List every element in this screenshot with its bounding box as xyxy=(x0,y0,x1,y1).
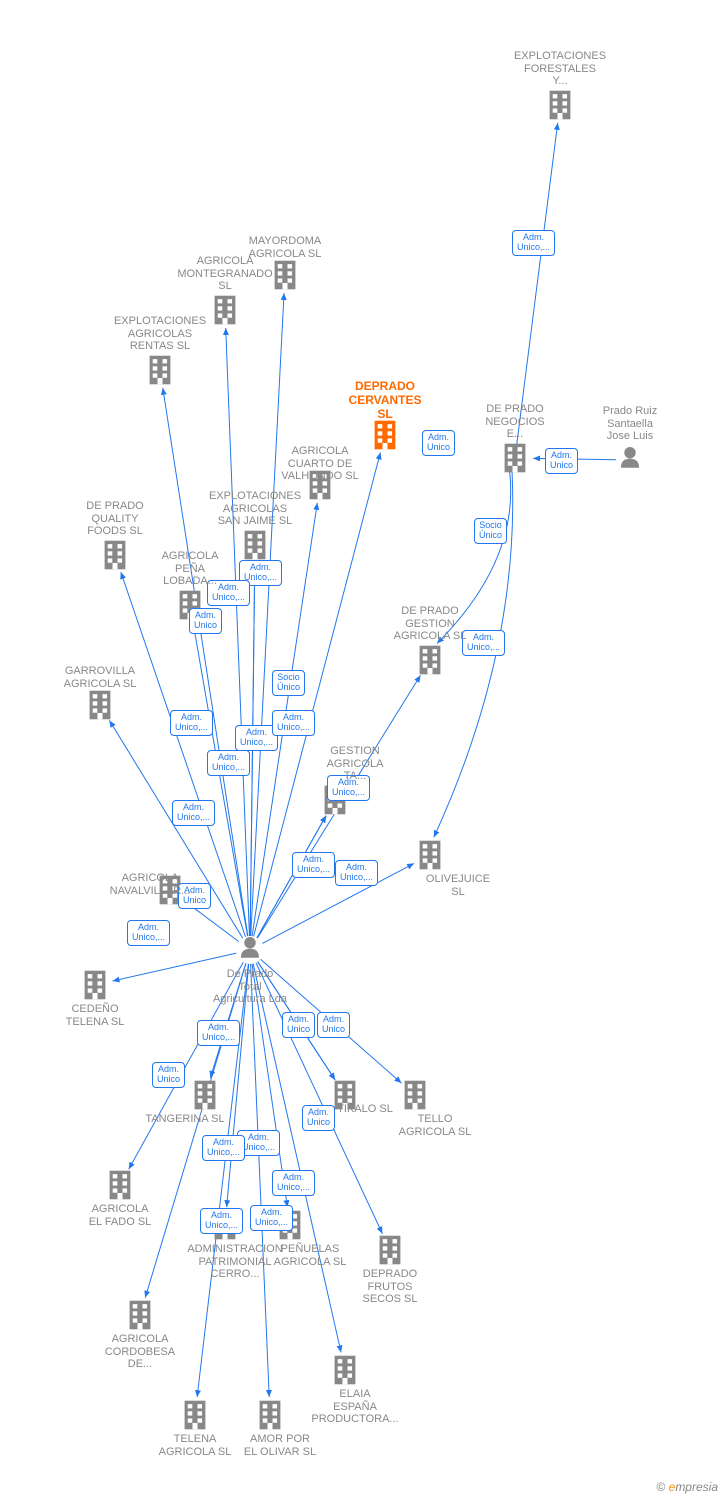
edge xyxy=(533,458,616,459)
building-icon[interactable] xyxy=(380,1236,401,1265)
edge xyxy=(163,388,248,936)
edge xyxy=(251,964,270,1397)
edge xyxy=(254,452,381,936)
building-icon[interactable] xyxy=(420,841,441,870)
building-icon[interactable] xyxy=(505,444,526,473)
building-icon[interactable] xyxy=(310,471,331,500)
building-icon[interactable] xyxy=(405,1081,426,1110)
edge xyxy=(437,471,511,644)
edge xyxy=(184,901,238,942)
building-icon[interactable] xyxy=(180,591,201,620)
building-icon[interactable] xyxy=(245,531,266,560)
building-icon[interactable] xyxy=(85,971,106,1000)
copyright-label: © empresia xyxy=(656,1480,718,1494)
person-icon[interactable] xyxy=(621,447,639,468)
edge xyxy=(256,963,382,1234)
edge xyxy=(226,328,250,936)
building-icon[interactable] xyxy=(420,646,441,675)
building-icon[interactable] xyxy=(185,1401,206,1430)
building-icon[interactable] xyxy=(160,876,181,905)
building-icon[interactable] xyxy=(195,1081,216,1110)
building-icon[interactable] xyxy=(335,1081,356,1110)
edge xyxy=(434,472,513,838)
building-icon[interactable] xyxy=(550,91,571,120)
building-icon[interactable] xyxy=(150,356,171,385)
building-icon[interactable] xyxy=(215,296,236,325)
building-icon[interactable] xyxy=(275,261,296,290)
edge xyxy=(197,964,248,1397)
network-canvas xyxy=(0,0,728,1500)
building-icon[interactable] xyxy=(105,541,126,570)
building-icon[interactable] xyxy=(260,1401,281,1430)
building-icon[interactable] xyxy=(90,691,111,720)
edge xyxy=(113,953,237,981)
edge xyxy=(262,863,414,943)
edge xyxy=(129,962,244,1169)
edge xyxy=(145,963,246,1297)
edge xyxy=(121,572,246,937)
edge xyxy=(252,964,287,1207)
edge xyxy=(261,959,402,1083)
building-icon[interactable] xyxy=(130,1301,151,1330)
edge xyxy=(227,964,249,1207)
building-icon[interactable] xyxy=(335,1356,356,1385)
edge xyxy=(258,962,335,1080)
building-icon[interactable] xyxy=(215,1211,236,1240)
building-icon[interactable] xyxy=(280,1211,301,1240)
edge xyxy=(517,123,558,444)
building-icon[interactable] xyxy=(110,1171,131,1200)
person-icon[interactable] xyxy=(241,937,259,958)
building-icon[interactable] xyxy=(375,421,396,450)
building-icon[interactable] xyxy=(325,786,346,815)
edge xyxy=(109,720,242,938)
